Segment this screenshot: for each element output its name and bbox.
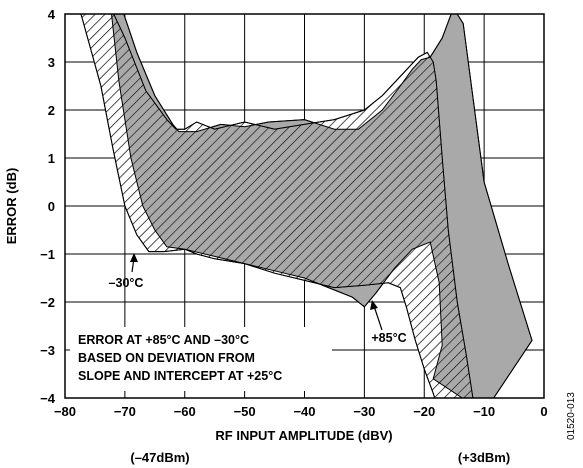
y-tick-label: −1 xyxy=(40,247,55,262)
x-sub-label-right: (+3dBm) xyxy=(458,450,510,465)
svg-text:+85°C: +85°C xyxy=(371,331,406,345)
annotation-plus-85c: +85°C xyxy=(370,300,407,345)
plot-frame xyxy=(64,13,545,399)
x-tick-label: −20 xyxy=(413,404,435,419)
legend-line-2: BASED ON DEVIATION FROM xyxy=(78,351,255,365)
svg-text:–30°C: –30°C xyxy=(109,276,144,290)
x-tick-label: −60 xyxy=(174,404,196,419)
x-tick-label: −50 xyxy=(234,404,256,419)
x-tick-label: −30 xyxy=(353,404,375,419)
x-tick-label: −10 xyxy=(473,404,495,419)
y-tick-label: 1 xyxy=(48,151,55,166)
annotation-minus-30c: –30°C xyxy=(109,253,144,290)
legend-line-3: SLOPE AND INTERCEPT AT +25°C xyxy=(78,369,282,383)
x-sub-label-left: (–47dBm) xyxy=(130,450,189,465)
series-minus-30c-outline xyxy=(80,14,474,398)
x-tick-label: 0 xyxy=(540,404,547,419)
x-tick-labels: −80 −70 −60 −50 −40 −30 −20 −10 0 xyxy=(54,404,548,419)
y-tick-label: 0 xyxy=(48,199,55,214)
y-tick-label: 3 xyxy=(48,55,55,70)
legend-box xyxy=(70,327,332,391)
y-tick-label: 4 xyxy=(48,7,56,22)
x-axis-title: RF INPUT AMPLITUDE (dBV) xyxy=(215,428,392,443)
y-tick-label: 2 xyxy=(48,103,55,118)
y-tick-label: −2 xyxy=(40,295,55,310)
figure-id: 01520-013 xyxy=(566,392,577,440)
x-tick-label: −40 xyxy=(293,404,315,419)
y-tick-labels: −4 −3 −2 −1 0 1 2 3 4 xyxy=(40,7,56,406)
series-plus-85c-outline xyxy=(110,14,533,398)
y-tick-label: −3 xyxy=(40,343,55,358)
x-tick-label: −80 xyxy=(54,404,76,419)
x-tick-label: −70 xyxy=(114,404,136,419)
legend-line-1: ERROR AT +85°C AND –30°C xyxy=(78,333,249,347)
y-axis-title: ERROR (dB) xyxy=(4,168,19,245)
y-tick-label: −4 xyxy=(40,391,56,406)
